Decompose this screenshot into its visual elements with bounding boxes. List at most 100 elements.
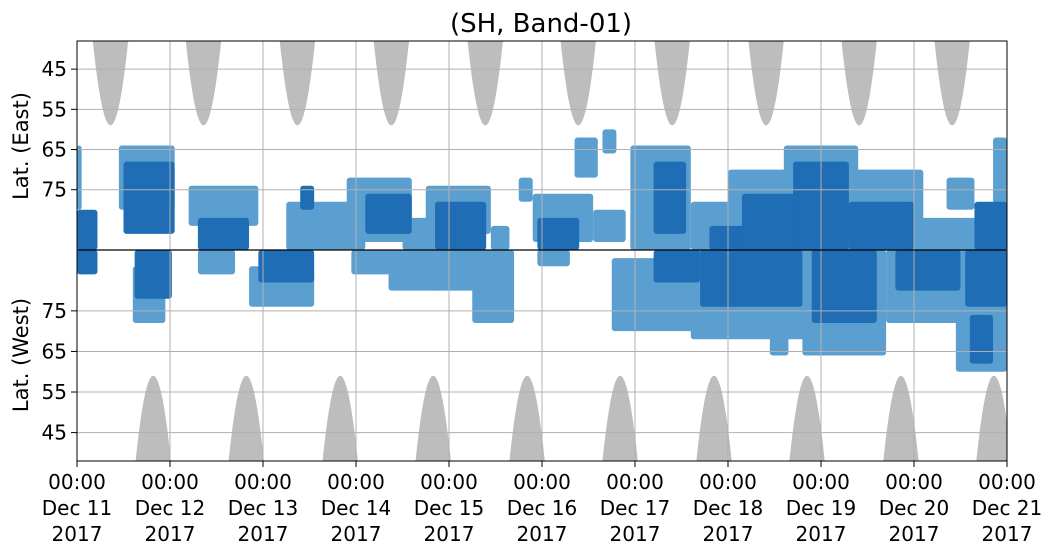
echo-cluster-42 — [300, 185, 315, 210]
x-tick-year-3: 2017 — [238, 522, 289, 546]
x-tick-date-9: Dec 19 — [786, 496, 857, 520]
no-coverage-region-west-4 — [415, 375, 451, 461]
x-tick-year-4: 2017 — [331, 522, 382, 546]
x-tick-date-4: Dec 14 — [321, 496, 392, 520]
no-coverage-region-east-6 — [560, 41, 596, 126]
no-coverage-region-east-3 — [279, 41, 316, 126]
echo-cluster-18 — [537, 250, 570, 267]
no-coverage-region-east-8 — [748, 41, 784, 126]
y-tick-label-west-65: 65 — [42, 339, 67, 363]
x-tick-year-1: 2017 — [52, 522, 103, 546]
x-tick-date-2: Dec 12 — [135, 496, 206, 520]
echo-cluster-43 — [365, 193, 412, 234]
x-tick-time-6: 00:00 — [513, 470, 571, 494]
echo-cluster-39 — [134, 250, 172, 299]
echo-cluster-15 — [490, 225, 510, 250]
y-tick-label-east-75: 75 — [42, 178, 67, 202]
no-coverage-region-east-7 — [654, 41, 690, 126]
x-tick-time-8: 00:00 — [699, 470, 757, 494]
x-tick-time-5: 00:00 — [420, 470, 478, 494]
no-coverage-region-west-8 — [789, 375, 825, 461]
echo-cluster-55 — [965, 250, 1007, 307]
x-tick-time-3: 00:00 — [234, 470, 292, 494]
echo-cluster-56 — [969, 314, 994, 364]
x-tick-date-10: Dec 20 — [879, 496, 950, 520]
y-axis-label-west: Lat. (West) — [9, 298, 33, 412]
y-tick-label-west-45: 45 — [42, 421, 67, 445]
no-coverage-region-east-5 — [467, 41, 503, 126]
echo-cluster-22 — [602, 129, 617, 154]
x-tick-time-11: 00:00 — [978, 470, 1036, 494]
no-coverage-region-east-4 — [373, 41, 410, 126]
no-coverage-region-west-7 — [696, 375, 732, 461]
echo-cluster-46 — [653, 161, 687, 234]
plot-content — [77, 41, 1007, 461]
echo-cluster-53 — [848, 201, 914, 250]
echo-cluster-47 — [653, 250, 701, 283]
y-tick-label-east-65: 65 — [42, 138, 67, 162]
echo-cluster-45 — [537, 217, 580, 250]
echo-cluster-7 — [286, 201, 366, 250]
echo-cluster-36 — [77, 209, 98, 250]
x-tick-year-10: 2017 — [889, 522, 940, 546]
echo-cluster-11 — [388, 250, 440, 291]
chart-title: (SH, Band-01) — [450, 9, 632, 39]
no-coverage-region-west-2 — [228, 375, 264, 461]
no-coverage-region-west-9 — [883, 375, 919, 461]
x-tick-year-2: 2017 — [145, 522, 196, 546]
x-tick-date-6: Dec 16 — [507, 496, 578, 520]
no-coverage-region-east-1 — [92, 41, 129, 126]
no-coverage-region-west-6 — [602, 375, 638, 461]
x-tick-date-11: Dec 21 — [972, 496, 1043, 520]
x-tick-date-8: Dec 18 — [693, 496, 764, 520]
echo-cluster-57 — [974, 201, 1007, 250]
echo-cluster-27 — [769, 323, 789, 356]
x-tick-time-4: 00:00 — [327, 470, 385, 494]
echo-cluster-13 — [430, 250, 477, 291]
echo-cluster-5 — [197, 250, 236, 275]
no-coverage-region-east-10 — [934, 41, 970, 126]
echo-cluster-20 — [593, 209, 626, 242]
x-tick-time-7: 00:00 — [606, 470, 664, 494]
x-tick-year-5: 2017 — [424, 522, 475, 546]
x-tick-year-8: 2017 — [703, 522, 754, 546]
x-tick-time-2: 00:00 — [141, 470, 199, 494]
y-tick-label-east-45: 45 — [42, 57, 67, 81]
no-coverage-region-east-9 — [841, 41, 877, 126]
no-coverage-region-west-1 — [135, 375, 171, 461]
x-tick-time-1: 00:00 — [48, 470, 106, 494]
echo-cluster-44 — [435, 201, 487, 250]
x-tick-date-7: Dec 17 — [600, 496, 671, 520]
echo-cluster-41 — [258, 250, 315, 283]
no-coverage-region-west-3 — [322, 375, 358, 461]
echo-cluster-1 — [77, 145, 82, 210]
echo-cluster-49 — [700, 250, 803, 307]
x-tick-date-3: Dec 13 — [228, 496, 299, 520]
echo-cluster-19 — [574, 137, 598, 178]
y-axis-label-east: Lat. (East) — [9, 92, 33, 200]
echo-cluster-52 — [811, 250, 877, 324]
echo-cluster-14 — [472, 250, 515, 324]
x-tick-year-7: 2017 — [610, 522, 661, 546]
echo-cluster-32 — [914, 217, 980, 250]
x-tick-time-9: 00:00 — [792, 470, 850, 494]
echo-cluster-37 — [77, 250, 98, 275]
x-tick-date-1: Dec 11 — [42, 496, 113, 520]
x-tick-year-9: 2017 — [796, 522, 847, 546]
echo-cluster-54 — [895, 250, 961, 291]
echo-cluster-33 — [946, 177, 975, 210]
x-tick-date-5: Dec 15 — [414, 496, 485, 520]
y-tick-label-west-75: 75 — [42, 299, 67, 323]
echo-cluster-40 — [197, 217, 250, 250]
y-tick-label-east-55: 55 — [42, 97, 67, 121]
echo-cluster-38 — [123, 161, 175, 234]
no-coverage-region-east-2 — [185, 41, 222, 126]
y-tick-label-west-55: 55 — [42, 380, 67, 404]
x-tick-time-10: 00:00 — [885, 470, 943, 494]
no-coverage-region-west-10 — [976, 375, 1007, 461]
x-tick-year-6: 2017 — [517, 522, 568, 546]
no-coverage-region-west-5 — [509, 375, 545, 461]
echo-cluster-4 — [188, 185, 259, 226]
